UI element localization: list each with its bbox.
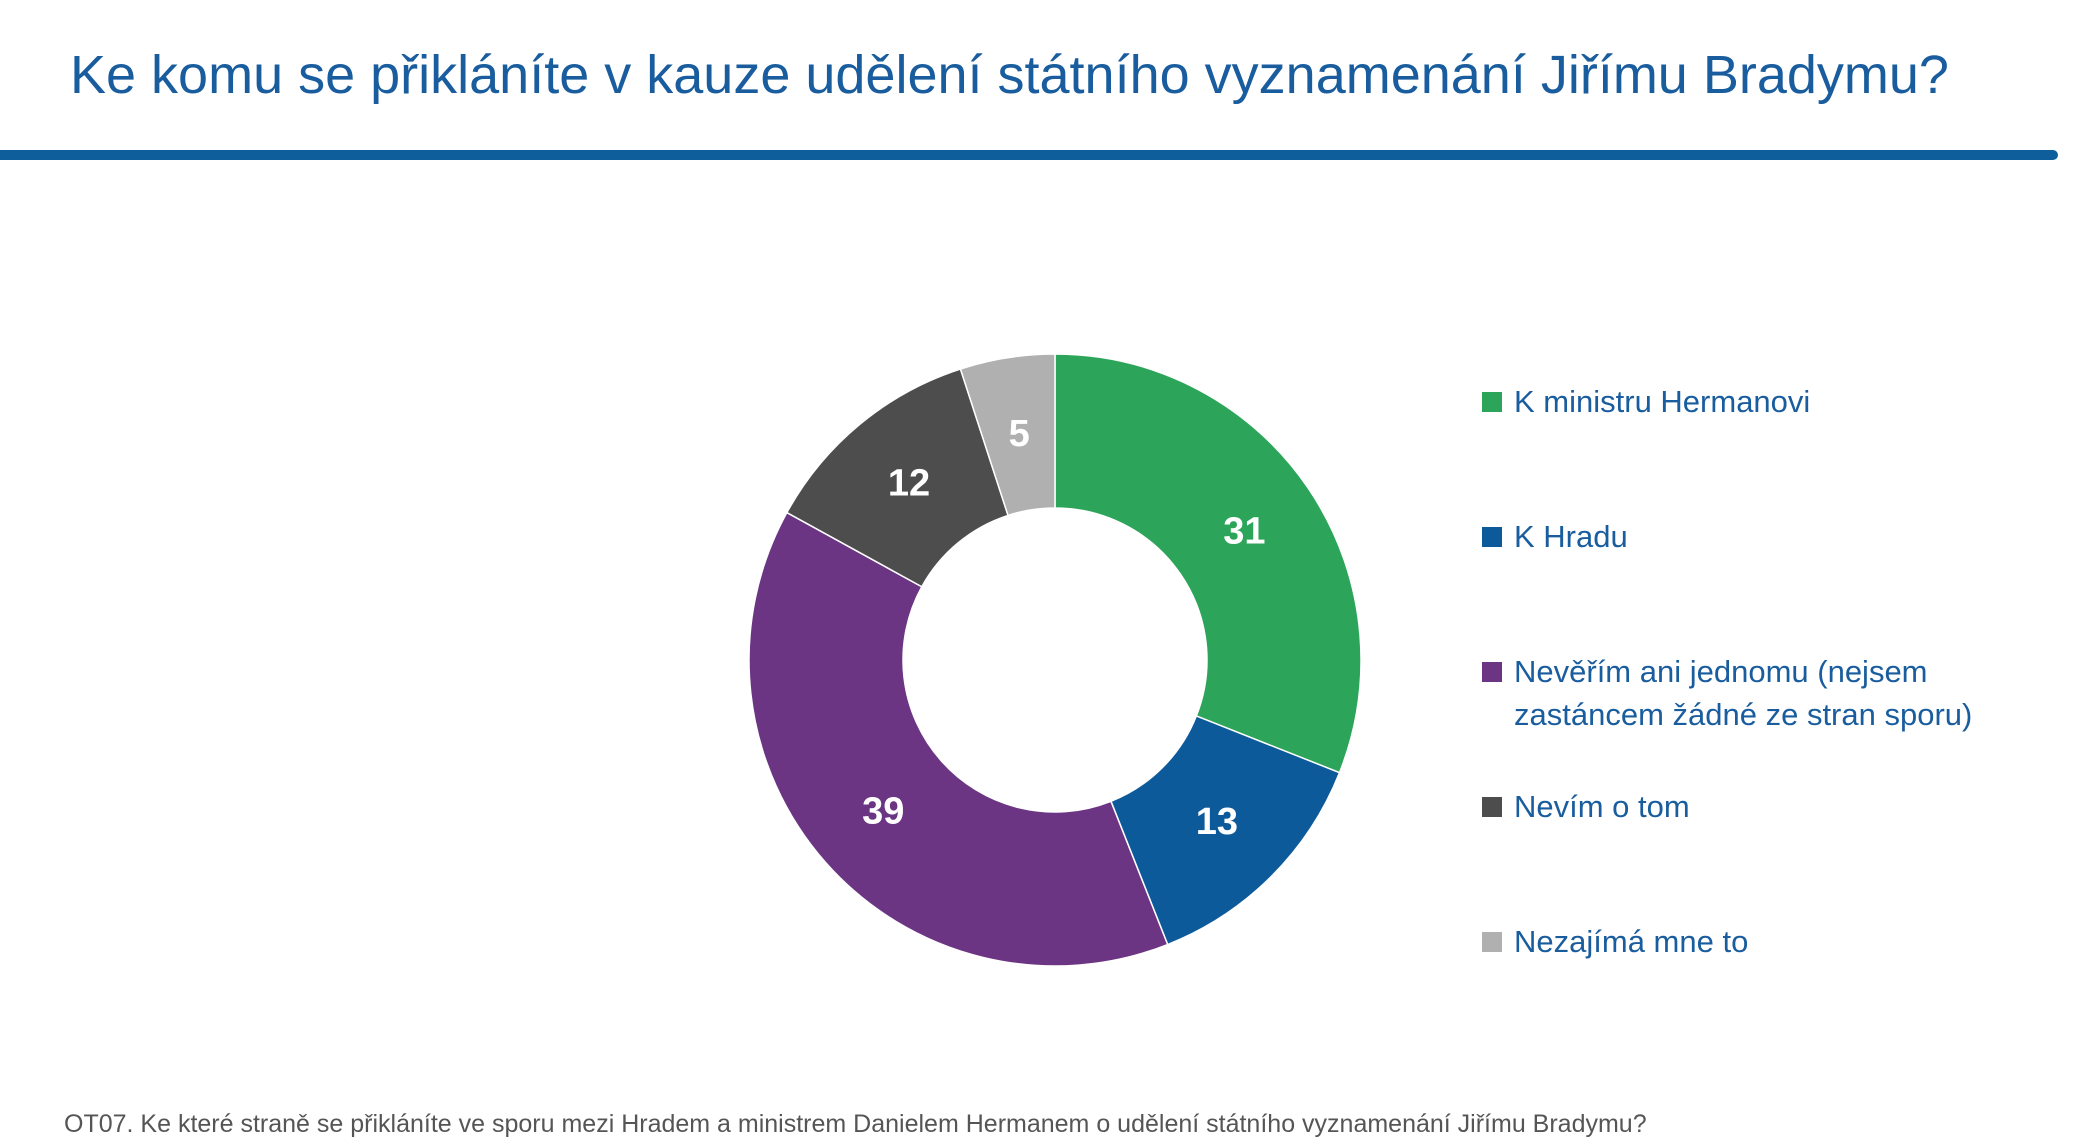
legend-swatch-1 bbox=[1482, 392, 1502, 412]
legend-label-4: Nevím o tom bbox=[1514, 789, 1690, 824]
slice-value-label-1: 31 bbox=[1223, 510, 1265, 552]
donut-slice-2 bbox=[1109, 714, 1341, 946]
legend-label-2: K Hradu bbox=[1514, 519, 1628, 554]
donut-slice-1 bbox=[1054, 353, 1362, 774]
slice-value-label-5: 5 bbox=[1009, 413, 1030, 455]
donut-slice-5 bbox=[959, 353, 1056, 517]
legend-swatch-3 bbox=[1482, 662, 1502, 682]
legend-label-5: Nezajímá mne to bbox=[1514, 924, 1749, 959]
donut-slice-3 bbox=[748, 511, 1169, 967]
legend-swatch-4 bbox=[1482, 797, 1502, 817]
legend-swatch-5 bbox=[1482, 932, 1502, 952]
slice-value-label-4: 12 bbox=[888, 463, 930, 505]
chart-title: Ke komu se přikláníte v kauze udělení st… bbox=[70, 45, 1949, 105]
legend-label-1: K ministru Hermanovi bbox=[1514, 384, 1811, 419]
slice-value-label-2: 13 bbox=[1196, 801, 1238, 843]
slice-value-label-3: 39 bbox=[862, 790, 904, 832]
title-divider bbox=[0, 150, 2058, 160]
legend-swatch-2 bbox=[1482, 527, 1502, 547]
legend-label-3: Nevěřím ani jednomu (nejsem zastáncem žá… bbox=[1514, 654, 1973, 732]
question-footnote: OT07. Ke které straně se přikláníte ve s… bbox=[64, 1110, 1647, 1138]
